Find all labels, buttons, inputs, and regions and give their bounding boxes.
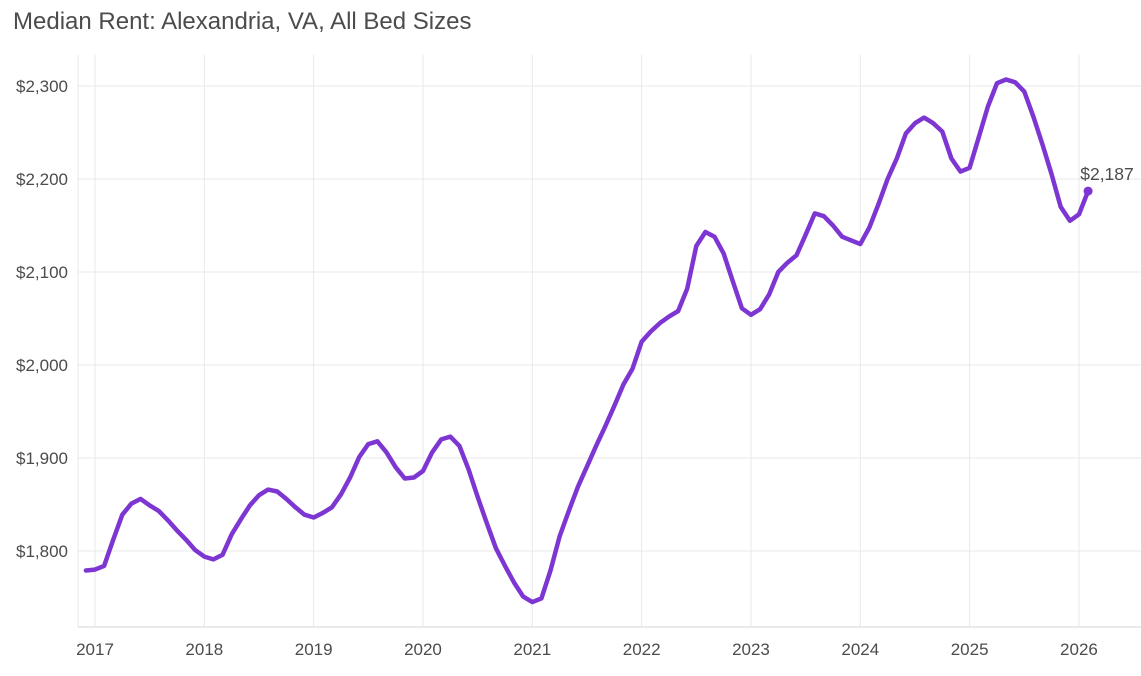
x-tick-label-2021: 2021 <box>513 640 551 659</box>
y-tick-label-1800: $1,800 <box>16 542 68 561</box>
x-tick-label-2017: 2017 <box>76 640 114 659</box>
rent-series-line <box>83 77 1091 605</box>
y-tick-label-2000: $2,000 <box>16 356 68 375</box>
x-axis-tick-labels: 2017 2018 2019 2020 2021 2022 2023 2024 2025 2026 <box>76 640 1098 659</box>
series-end-value-label: $2,187 <box>1080 164 1134 184</box>
horizontal-gridlines <box>78 85 1141 552</box>
y-tick-label-1900: $1,900 <box>16 449 68 468</box>
y-axis-tick-labels: $1,800 $1,900 $2,000 $2,100 $2,200 $2,300 <box>16 77 68 561</box>
x-tick-label-2022: 2022 <box>623 640 661 659</box>
x-tick-label-2019: 2019 <box>295 640 333 659</box>
x-tick-label-2025: 2025 <box>951 640 989 659</box>
x-tick-label-2020: 2020 <box>404 640 442 659</box>
series-end-dot <box>1083 186 1093 196</box>
x-tick-label-2026: 2026 <box>1060 640 1098 659</box>
y-tick-label-2200: $2,200 <box>16 170 68 189</box>
chart-title: Median Rent: Alexandria, VA, All Bed Siz… <box>13 8 471 35</box>
y-tick-label-2100: $2,100 <box>16 263 68 282</box>
y-tick-label-2300: $2,300 <box>16 77 68 96</box>
x-tick-label-2018: 2018 <box>185 640 223 659</box>
x-tick-label-2024: 2024 <box>841 640 879 659</box>
x-tick-label-2023: 2023 <box>732 640 770 659</box>
